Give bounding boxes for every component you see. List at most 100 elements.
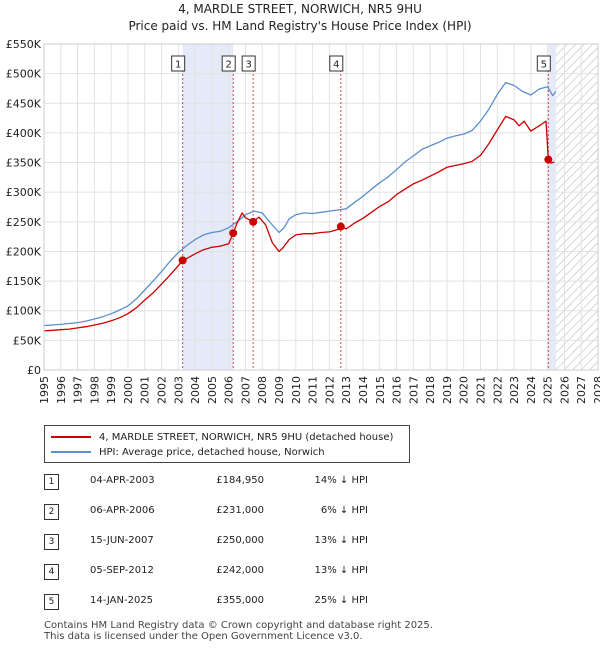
x-tick-label: 2020 [458,376,471,404]
x-tick-label: 2007 [239,376,252,404]
legend-label-hpi: HPI: Average price, detached house, Norw… [99,446,325,458]
y-tick-label: £100K [6,305,42,318]
table-row: 3 15-JUN-2007 £250,000 13% ↓ HPI [44,532,444,552]
sale-period-shading [182,44,234,370]
sale-label-box [329,55,344,72]
chart-legend: 4, MARDLE STREET, NORWICH, NR5 9HU (deta… [44,425,410,463]
y-tick-label: £400K [6,127,42,140]
sale-number-badge: 4 [44,564,59,580]
legend-swatch-hpi [51,451,91,453]
y-tick-label: £550K [6,38,42,51]
y-tick-label: £0 [27,364,41,377]
x-tick-label: 2011 [307,376,320,404]
x-tick-label: 2012 [323,376,336,404]
x-tick-label: 2019 [441,376,454,404]
sale-point [336,222,345,231]
sale-number-badge: 2 [44,504,59,520]
attribution-line-2: This data is licensed under the Open Gov… [44,631,363,642]
legend-item-property: 4, MARDLE STREET, NORWICH, NR5 9HU (deta… [51,430,393,444]
sale-price: £355,000 [216,595,264,606]
y-tick-label: £50K [13,334,42,347]
y-tick-label: £350K [6,157,42,170]
legend-label-property: 4, MARDLE STREET, NORWICH, NR5 9HU (deta… [99,431,394,443]
sale-price: £242,000 [216,565,264,576]
table-row: 1 04-APR-2003 £184,950 14% ↓ HPI [44,472,444,492]
x-tick-label: 2016 [391,376,404,404]
y-tick-label: £300K [6,186,42,199]
sale-label: 4 [333,60,339,71]
sale-hpi-diff: 6% ↓ HPI [320,505,368,516]
x-tick-label: 1998 [88,376,101,404]
sale-label: 3 [245,60,251,71]
sale-point [229,229,238,238]
x-tick-label: 2010 [290,376,303,404]
sale-price: £250,000 [216,535,264,546]
y-tick-label: £250K [6,216,42,229]
x-tick-label: 1999 [105,376,118,404]
x-tick-label: 2017 [407,376,420,404]
x-tick-label: 1997 [72,376,85,404]
sale-hpi-diff: 13% ↓ HPI [314,535,368,546]
x-tick-label: 2005 [206,376,219,404]
sale-point [249,217,258,226]
sale-number-badge: 5 [44,594,59,610]
x-tick-label: 1996 [55,376,68,404]
sale-hpi-diff: 14% ↓ HPI [314,475,368,486]
table-row: 4 05-SEP-2012 £242,000 13% ↓ HPI [44,562,444,582]
x-tick-label: 2027 [575,376,588,404]
sale-point [544,155,553,164]
chart-subtitle: Price paid vs. HM Land Registry's House … [128,19,472,33]
attribution: Contains HM Land Registry data © Crown c… [44,620,433,642]
x-tick-label: 1995 [38,376,51,404]
sale-hpi-diff: 13% ↓ HPI [314,565,368,576]
y-tick-label: £200K [6,245,42,258]
sale-date: 15-JUN-2007 [90,535,154,546]
y-tick-label: £450K [6,97,42,110]
x-tick-label: 2014 [357,376,370,404]
sale-label-box [536,55,551,72]
sale-date: 06-APR-2006 [90,505,155,516]
x-tick-label: 2003 [172,376,185,404]
sale-period-shading [548,44,557,370]
x-tick-label: 2024 [525,376,538,404]
x-tick-label: 2018 [424,376,437,404]
hpi-line [43,81,557,327]
x-tick-label: 2025 [542,376,555,404]
sale-point [178,256,187,265]
sale-date: 04-APR-2003 [90,475,155,486]
sale-label: 5 [541,60,547,71]
x-tick-label: 2009 [273,376,286,404]
sale-date: 14-JAN-2025 [90,595,154,606]
sale-label-box [171,55,186,72]
attribution-line-1: Contains HM Land Registry data © Crown c… [44,620,433,631]
x-tick-label: 2013 [340,376,353,404]
y-tick-label: £150K [6,275,42,288]
x-tick-label: 2004 [189,376,202,404]
x-tick-label: 2001 [139,376,152,404]
forecast-hatch-region [556,44,598,370]
x-tick-label: 2000 [122,376,135,404]
x-tick-label: 2022 [491,376,504,404]
x-tick-label: 2026 [558,376,571,404]
sale-label-box [241,55,256,72]
x-tick-label: 2021 [474,376,487,404]
sale-date: 05-SEP-2012 [90,565,154,576]
x-tick-label: 2015 [374,376,387,404]
table-row: 5 14-JAN-2025 £355,000 25% ↓ HPI [44,592,444,612]
sale-price: £231,000 [216,505,264,516]
y-tick-label: £500K [6,68,42,81]
x-tick-label: 2002 [156,376,169,404]
sale-label-box [221,55,236,72]
sale-price: £184,950 [216,475,264,486]
property-price-line [43,115,555,332]
legend-item-hpi: HPI: Average price, detached house, Norw… [51,445,325,459]
plot-frame [43,43,599,371]
sale-number-badge: 1 [44,474,59,490]
chart-title: 4, MARDLE STREET, NORWICH, NR5 9HU [178,2,422,16]
x-tick-label: 2006 [223,376,236,404]
legend-swatch-property [51,436,91,438]
table-row: 2 06-APR-2006 £231,000 6% ↓ HPI [44,502,444,522]
price-chart: 1 2 3 4 5 £0 £50K £100K £150K £200K £250K £300K £35… [6,38,600,404]
x-tick-label: 2028 [592,376,600,404]
sale-hpi-diff: 25% ↓ HPI [314,595,368,606]
